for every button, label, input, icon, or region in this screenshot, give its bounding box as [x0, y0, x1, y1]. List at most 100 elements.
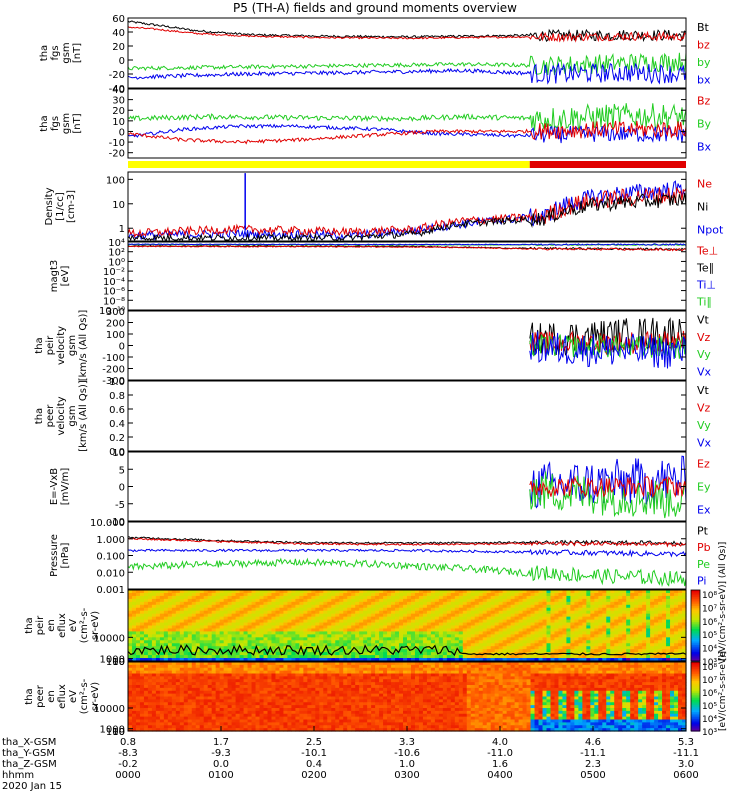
heatmap-cell: [670, 607, 675, 612]
heatmap-cell: [215, 662, 221, 666]
heatmap-cell: [383, 619, 388, 624]
heatmap-cell: [183, 702, 189, 706]
heatmap-cell: [674, 658, 679, 662]
heatmap-cell: [586, 592, 591, 597]
heatmap-cell: [303, 716, 308, 721]
heatmap-cell: [207, 716, 213, 721]
heatmap-cell: [387, 625, 392, 630]
legend-entry: Vy: [697, 348, 711, 361]
heatmap-cell: [155, 696, 161, 700]
y-axis-label: eV: [68, 619, 79, 632]
heatmap-cell: [387, 595, 392, 600]
heatmap-cell: [307, 682, 312, 686]
heatmap-cell: [339, 693, 344, 698]
heatmap-cell: [179, 643, 185, 647]
heatmap-cell: [211, 601, 217, 606]
heatmap-cell: [175, 613, 181, 618]
heatmap-cell: [295, 625, 300, 630]
heatmap-cell: [295, 610, 300, 615]
series-line-Pb: [127, 537, 687, 548]
heatmap-cell: [215, 634, 221, 638]
heatmap-cell: [291, 610, 296, 615]
heatmap-cell: [183, 610, 189, 615]
y-tick-label: 0.4: [109, 419, 125, 430]
heatmap-cell: [259, 705, 265, 709]
heatmap-cell: [243, 625, 249, 630]
heatmap-cell: [502, 637, 508, 641]
heatmap-cell: [199, 598, 205, 603]
heatmap-cell: [243, 601, 249, 606]
heatmap-cell: [219, 685, 225, 689]
heatmap-cell: [442, 616, 448, 621]
heatmap-cell: [323, 604, 328, 609]
heatmap-cell: [538, 649, 544, 653]
heatmap-cell: [586, 607, 591, 612]
heatmap-cell: [203, 667, 209, 672]
heatmap-cell: [327, 607, 332, 612]
heatmap-cell: [215, 640, 221, 644]
heatmap-cell: [227, 713, 233, 718]
heatmap-cell: [311, 643, 316, 647]
y-tick-label: 0.100: [96, 552, 125, 563]
heatmap-cell: [410, 658, 416, 662]
heatmap-cell: [395, 601, 400, 606]
heatmap-cell: [183, 708, 189, 712]
heatmap-cell: [327, 708, 332, 712]
heatmap-cell: [339, 590, 344, 594]
heatmap-cell: [403, 643, 408, 647]
heatmap-cell: [407, 610, 412, 615]
heatmap-cell: [279, 628, 285, 633]
heatmap-cell: [387, 637, 392, 641]
heatmap-cell: [634, 637, 639, 641]
heatmap-cell: [347, 590, 352, 594]
heatmap-cell: [231, 676, 237, 680]
heatmap-cell: [414, 652, 420, 656]
heatmap-cell: [418, 652, 424, 656]
heatmap-cell: [267, 607, 273, 612]
heatmap-cell: [215, 682, 221, 686]
heatmap-cell: [351, 604, 356, 609]
heatmap-cell: [450, 598, 456, 603]
heatmap-cell: [418, 658, 424, 662]
heatmap-cell: [335, 710, 340, 715]
heatmap-cell: [267, 719, 273, 723]
heatmap-cell: [139, 649, 145, 653]
heatmap-cell: [155, 625, 161, 630]
heatmap-cell: [626, 658, 631, 662]
heatmap-cell: [590, 619, 595, 624]
heatmap-cell: [630, 616, 635, 621]
heatmap-cell: [450, 613, 456, 618]
heatmap-cell: [243, 710, 249, 715]
heatmap-cell: [183, 595, 189, 600]
heatmap-cell: [534, 595, 540, 600]
heatmap-cell: [339, 682, 344, 686]
heatmap-cell: [143, 687, 149, 692]
heatmap-cell: [255, 687, 261, 692]
heatmap-cell: [391, 634, 396, 638]
heatmap-cell: [678, 655, 683, 659]
heatmap-cell: [155, 616, 161, 621]
heatmap-cell: [530, 625, 536, 630]
heatmap-cell: [243, 592, 249, 597]
heatmap-cell: [530, 590, 536, 594]
heatmap-cell: [634, 613, 639, 618]
heatmap-cell: [534, 610, 540, 615]
heatmap-cell: [179, 613, 185, 618]
heatmap-cell: [219, 690, 225, 695]
heatmap-cell: [227, 640, 233, 644]
heatmap-cell: [291, 728, 296, 732]
heatmap-cell: [403, 649, 408, 653]
heatmap-cell: [151, 640, 157, 644]
heatmap-cell: [211, 634, 217, 638]
heatmap-cell: [235, 673, 241, 677]
heatmap-cell: [167, 607, 173, 612]
heatmap-cell: [438, 646, 444, 650]
heatmap-cell: [438, 631, 444, 635]
heatmap-cell: [399, 637, 404, 641]
heatmap-cell: [550, 613, 556, 618]
heatmap-cell: [135, 637, 141, 641]
heatmap-cell: [247, 601, 253, 606]
heatmap-cell: [387, 646, 392, 650]
heatmap-cell: [339, 716, 344, 721]
heatmap-cell: [279, 604, 285, 609]
